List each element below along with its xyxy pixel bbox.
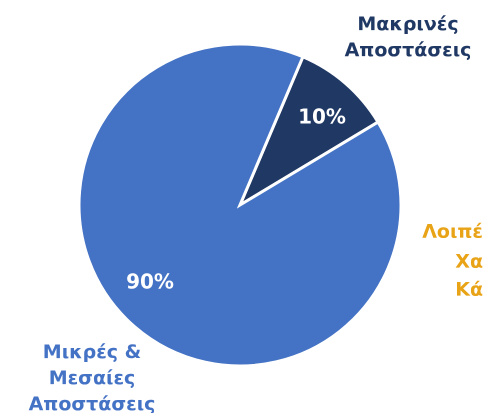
category-label: Μικρές & Μεσαίες Αποστάσεις <box>29 341 156 413</box>
value-label: 10% <box>298 105 346 129</box>
annotation: Λοιπέ <box>422 221 483 243</box>
pie-slice <box>77 42 403 368</box>
category-label: Μακρινές Αποστάσεις <box>345 13 472 61</box>
annotation: Κά <box>455 279 483 301</box>
pie-slice <box>236 54 381 209</box>
annotation: Χα <box>455 251 483 273</box>
value-label: 90% <box>126 270 174 294</box>
